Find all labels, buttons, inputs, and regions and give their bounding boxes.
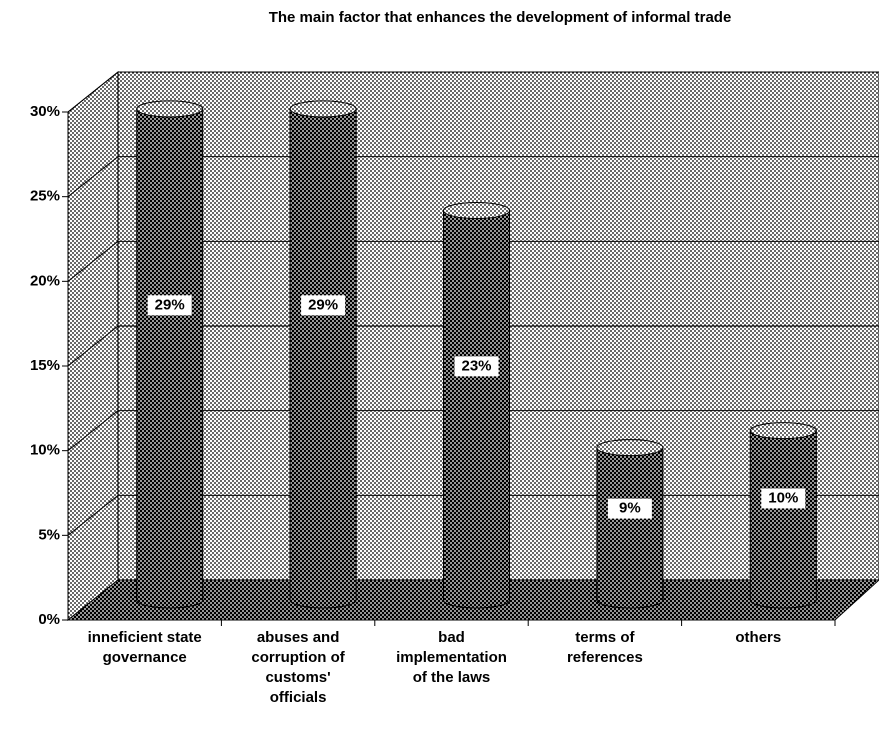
value-label-box: [147, 295, 192, 316]
value-label: 29%: [155, 296, 185, 313]
bar: [750, 430, 817, 600]
y-tick-label: 15%: [30, 357, 60, 374]
x-tick-label: bad implementation of the laws: [396, 629, 507, 686]
bar-top: [289, 100, 357, 118]
bar-top: [136, 100, 204, 118]
grid-line: [67, 494, 119, 536]
bar-top: [749, 422, 817, 440]
grid-line: [67, 410, 119, 452]
bar: [596, 447, 663, 600]
grid-line: [67, 325, 119, 367]
grid-line: [67, 156, 119, 198]
bar-top: [443, 202, 510, 220]
y-tick-label: 20%: [30, 272, 60, 289]
bar: [136, 108, 203, 600]
x-tick-label: inneficient state governance: [87, 629, 202, 666]
value-label: 10%: [768, 489, 798, 506]
y-tick-label: 5%: [38, 526, 60, 543]
x-tick-label: others: [735, 629, 782, 646]
value-label: 9%: [619, 500, 641, 517]
y-tick-label: 25%: [30, 188, 60, 205]
y-tick-label: 30%: [30, 103, 60, 120]
x-tick-label: abuses and corruption of customs' offici…: [251, 629, 345, 706]
value-label-box: [607, 498, 652, 519]
value-label: 29%: [308, 296, 338, 313]
grid-line: [67, 71, 119, 113]
x-tick-label: terms of references: [566, 629, 643, 666]
grid-line: [67, 240, 119, 282]
y-tick-label: 10%: [30, 442, 60, 459]
value-label: 23%: [461, 357, 491, 374]
bar-top: [596, 439, 664, 457]
chart-title: The main factor that enhances the develo…: [269, 9, 732, 26]
value-label-box: [761, 488, 806, 509]
value-label-box: [454, 356, 499, 377]
bar: [290, 108, 357, 600]
y-tick-label: 0%: [38, 611, 60, 628]
value-label-box: [301, 295, 346, 316]
bar: [443, 210, 510, 601]
